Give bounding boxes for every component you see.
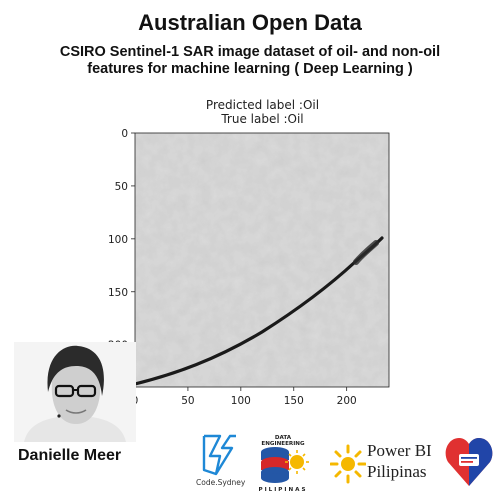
power-bi-pilipinas-logo[interactable]: Power BI Pilipinas xyxy=(330,440,438,490)
x-tick-label: 200 xyxy=(337,395,357,407)
y-tick-label: 100 xyxy=(108,234,128,246)
x-tick-label: 100 xyxy=(231,395,251,407)
data-engineering-sublabel: PILIPINAS xyxy=(258,487,308,493)
power-bi-label: Power BI xyxy=(367,441,432,460)
x-tick-label: 50 xyxy=(181,395,194,407)
page-subtitle: CSIRO Sentinel-1 SAR image dataset of oi… xyxy=(59,44,441,77)
y-tick-label: 0 xyxy=(121,128,128,140)
presenter-photo xyxy=(14,342,136,442)
page-title: Australian Open Data xyxy=(138,10,362,35)
codesydney-label: Code.Sydney xyxy=(196,478,246,487)
plot-frame xyxy=(134,132,390,388)
heart-logo[interactable] xyxy=(444,432,494,490)
data-engineering-logo[interactable]: DATA ENGINEERING PILIPINAS xyxy=(253,435,313,495)
x-tick-label: 150 xyxy=(284,395,304,407)
y-tick-label: 150 xyxy=(108,287,128,299)
sun-icon xyxy=(330,444,366,484)
predicted-label: Predicted label :Oil xyxy=(205,98,320,112)
database-sun-icon xyxy=(261,447,309,483)
true-label: True label :Oil xyxy=(221,112,304,126)
y-tick-label: 50 xyxy=(115,181,128,193)
codesydney-logo[interactable]: Code.Sydney xyxy=(196,432,246,492)
heart-icon xyxy=(445,438,493,486)
data-engineering-label: DATA ENGINEERING xyxy=(261,435,305,447)
sar-image xyxy=(135,133,389,387)
presenter-name: Danielle Meer xyxy=(18,447,122,464)
pilipinas-label: Pilipinas xyxy=(367,462,427,481)
codesydney-icon xyxy=(202,434,236,476)
